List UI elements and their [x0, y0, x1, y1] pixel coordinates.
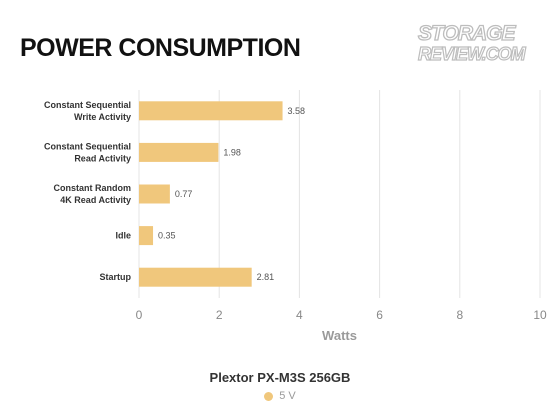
- x-tick-label: 2: [216, 308, 223, 322]
- data-label: 1.98: [223, 147, 241, 157]
- chart-title: POWER CONSUMPTION: [20, 34, 301, 62]
- bar: [139, 226, 154, 246]
- category-label: Idle: [115, 231, 131, 241]
- category-label-line: Constant Sequential: [44, 141, 131, 151]
- category-label-line: Idle: [115, 231, 131, 241]
- legend-swatch-icon: [264, 391, 274, 401]
- data-label: 0.77: [175, 189, 193, 199]
- storagereview-logo: STORAGE REVIEW.COM: [416, 20, 542, 66]
- bar: [139, 184, 170, 204]
- category-label-line: Constant Random: [54, 183, 132, 193]
- x-tick-label: 6: [376, 308, 383, 322]
- legend-series-label: 5 V: [279, 390, 296, 402]
- category-label: Constant Random 4K Read Activity: [54, 183, 132, 205]
- x-tick-label: 8: [456, 308, 463, 322]
- x-axis-title: Watts: [322, 328, 357, 343]
- category-label-line: Write Activity: [74, 112, 131, 122]
- category-label: Constant Sequential Read Activity: [44, 141, 131, 163]
- category-label-line: 4K Read Activity: [60, 195, 131, 205]
- logo-line-2: REVIEW.COM: [418, 44, 527, 64]
- category-label: Constant Sequential Write Activity: [44, 100, 131, 122]
- data-label: 3.58: [288, 106, 306, 116]
- bar: [139, 267, 252, 287]
- category-label-line: Startup: [100, 272, 132, 282]
- category-label-line: Constant Sequential: [44, 100, 131, 110]
- x-tick-label: 0: [136, 308, 143, 322]
- logo-line-1: STORAGE: [418, 22, 516, 45]
- x-tick-label: 10: [533, 308, 547, 322]
- data-label: 2.81: [257, 272, 275, 282]
- legend-entry[interactable]: 5 V: [0, 390, 560, 402]
- category-label-line: Read Activity: [74, 153, 131, 163]
- category-label: Startup: [100, 272, 132, 282]
- bar: [139, 101, 283, 121]
- bar-chart: 0 2 4 6 8 10 Watts 3.58 Constant Sequential Write…: [44, 90, 547, 343]
- legend-title: Plextor PX-M3S 256GB: [209, 370, 351, 385]
- data-label: 0.35: [158, 231, 176, 241]
- x-tick-label: 4: [296, 308, 303, 322]
- bar: [139, 142, 219, 162]
